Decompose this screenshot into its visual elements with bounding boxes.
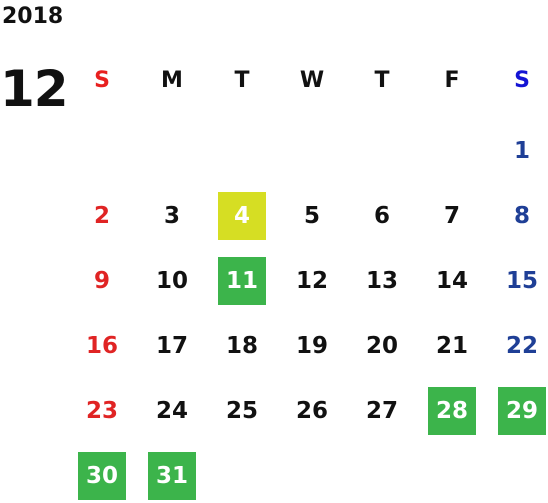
day-cell: 23 (85, 398, 118, 424)
day-cell: 6 (373, 203, 390, 229)
day-cell: 14 (435, 268, 468, 294)
day-cell: 24 (155, 398, 188, 424)
day-cell: 8 (513, 203, 530, 229)
day-cell: 25 (225, 398, 258, 424)
day-cell: 5 (303, 203, 320, 229)
day-cell: 7 (443, 203, 460, 229)
day-cell: 13 (365, 268, 398, 294)
day-cell: 10 (155, 268, 188, 294)
day-cell: 4 (218, 192, 266, 240)
day-cell: 9 (93, 268, 110, 294)
day-cell: 3 (163, 203, 180, 229)
weekday-header: S (94, 68, 110, 93)
day-cell: 20 (365, 333, 398, 359)
day-cell: 28 (428, 387, 476, 435)
year: 2018 (2, 4, 64, 29)
day-cell: 16 (85, 333, 118, 359)
day-cell: 26 (295, 398, 328, 424)
month: 12 (0, 60, 69, 118)
weekday-header: F (444, 68, 460, 93)
day-cell: 22 (505, 333, 538, 359)
day-cell: 15 (505, 268, 538, 294)
weekday-header: T (374, 68, 390, 93)
day-cell: 21 (435, 333, 468, 359)
day-cell: 12 (295, 268, 328, 294)
weekday-header: M (161, 68, 183, 93)
day-cell: 1 (513, 138, 530, 164)
day-cell: 17 (155, 333, 188, 359)
weekday-header: T (234, 68, 250, 93)
day-cell: 27 (365, 398, 398, 424)
weekday-header: S (514, 68, 530, 93)
day-cell: 29 (498, 387, 546, 435)
day-cell: 18 (225, 333, 258, 359)
day-cell: 31 (148, 452, 196, 500)
day-cell: 11 (218, 257, 266, 305)
weekday-header: W (299, 68, 325, 93)
day-cell: 2 (93, 203, 110, 229)
day-cell: 30 (78, 452, 126, 500)
day-cell: 19 (295, 333, 328, 359)
